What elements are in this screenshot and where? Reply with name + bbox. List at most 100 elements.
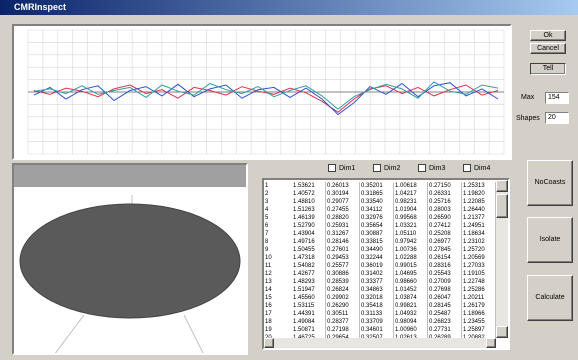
row-index: 9	[264, 246, 292, 254]
table-row: 11.536210.260130.352011.006180.271501.25…	[264, 182, 504, 190]
table-cell: 0.31865	[360, 190, 394, 198]
scroll-thumb[interactable]	[496, 194, 508, 218]
row-index: 2	[264, 190, 292, 198]
row-index: 12	[264, 270, 292, 278]
table-cell: 0.29902	[326, 294, 360, 302]
checkbox[interactable]: Dim2	[373, 164, 400, 173]
scroll-up[interactable]	[496, 180, 508, 192]
table-cell: 1.25286	[462, 286, 496, 294]
table-cell: 1.04695	[394, 270, 428, 278]
table-cell: 0.28820	[326, 214, 360, 222]
table-cell: 1.03321	[394, 222, 428, 230]
table-cell: 0.34863	[360, 286, 394, 294]
data-table: 11.536210.260130.352011.006180.271501.25…	[262, 178, 510, 350]
checkbox[interactable]: Dim4	[463, 164, 490, 173]
table-cell: 0.34601	[360, 326, 394, 334]
v-scrollbar[interactable]	[496, 180, 508, 338]
table-row: 31.488100.290770.335400.982310.257161.22…	[264, 198, 504, 206]
checkbox[interactable]: Dim3	[418, 164, 445, 173]
scroll-left[interactable]	[264, 338, 274, 348]
row-index: 17	[264, 310, 292, 318]
max-input[interactable]: 154	[545, 92, 569, 104]
table-row: 71.439040.312670.308871.051100.252081.18…	[264, 230, 504, 238]
table-cell: 0.26331	[428, 190, 462, 198]
row-index: 10	[264, 254, 292, 262]
table-cell: 0.27731	[428, 326, 462, 334]
table-cell: 1.00736	[394, 246, 428, 254]
cancel-button[interactable]: Cancel	[530, 43, 566, 54]
shapes-label: Shapes	[516, 115, 540, 122]
title-bar: CMRInspect	[0, 0, 578, 15]
row-index: 1	[264, 182, 292, 190]
table-cell: 0.32244	[360, 254, 394, 262]
table-cell: 1.00618	[394, 182, 428, 190]
table-cell: 1.25897	[462, 326, 496, 334]
table-cell: 1.01452	[394, 286, 428, 294]
table-cell: 0.28316	[428, 262, 462, 270]
nocoasts-button[interactable]: NoCoasts	[527, 160, 573, 206]
checkbox[interactable]: Dim1	[328, 164, 355, 173]
table-cell: 1.22085	[462, 198, 496, 206]
shapes-input[interactable]: 20	[545, 112, 569, 124]
table-cell: 0.26824	[326, 286, 360, 294]
table-cell: 1.03874	[394, 294, 428, 302]
table-cell: 0.33709	[360, 318, 394, 326]
view-header	[14, 165, 248, 187]
checkbox-label: Dim4	[474, 165, 490, 172]
table-cell: 0.33815	[360, 238, 394, 246]
table-cell: 1.45560	[292, 294, 326, 302]
table-cell: 0.28145	[428, 302, 462, 310]
tell-button[interactable]: Tell	[530, 63, 566, 75]
table-cell: 0.27198	[326, 326, 360, 334]
table-cell: 0.35654	[360, 222, 394, 230]
table-cell: 0.28539	[326, 278, 360, 286]
table-cell: 1.20569	[462, 254, 496, 262]
scroll-down[interactable]	[496, 326, 508, 338]
table-cell: 0.25543	[428, 270, 462, 278]
isolate-button[interactable]: Isolate	[527, 217, 573, 263]
table-cell: 1.04217	[394, 190, 428, 198]
table-cell: 0.27845	[428, 246, 462, 254]
table-cell: 0.30511	[326, 310, 360, 318]
check-row: Dim1 Dim2 Dim3 Dim4	[328, 164, 508, 174]
row-index: 18	[264, 318, 292, 326]
h-scrollbar[interactable]	[264, 338, 496, 348]
table-cell: 0.36019	[360, 262, 394, 270]
table-cell: 1.01904	[394, 206, 428, 214]
table-cell: 0.28377	[326, 318, 360, 326]
checkbox-label: Dim3	[429, 165, 445, 172]
table-cell: 1.26179	[462, 302, 496, 310]
scroll-right[interactable]	[486, 338, 496, 348]
table-cell: 0.29077	[326, 198, 360, 206]
calculate-button[interactable]: Calculate	[527, 275, 573, 321]
row-index: 16	[264, 302, 292, 310]
row-index: 13	[264, 278, 292, 286]
row-index: 5	[264, 214, 292, 222]
table-row: 101.473180.294530.322441.022880.261541.2…	[264, 254, 504, 262]
checkbox-box	[328, 164, 336, 172]
table-cell: 1.53115	[292, 302, 326, 310]
table-cell: 1.44391	[292, 310, 326, 318]
table-cell: 0.34112	[360, 206, 394, 214]
table-cell: 0.26154	[428, 254, 462, 262]
table-cell: 0.26823	[428, 318, 462, 326]
table-cell: 1.02288	[394, 254, 428, 262]
table-cell: 1.19820	[462, 190, 496, 198]
table-cell: 0.25716	[428, 198, 462, 206]
table-cell: 1.40572	[292, 190, 326, 198]
table-cell: 1.25720	[462, 246, 496, 254]
table-cell: 1.24951	[462, 222, 496, 230]
table-cell: 1.50455	[292, 246, 326, 254]
ok-button[interactable]: Ok	[530, 30, 566, 41]
table-cell: 0.31402	[360, 270, 394, 278]
table-cell: 1.22748	[462, 278, 496, 286]
table-cell: 1.26440	[462, 206, 496, 214]
